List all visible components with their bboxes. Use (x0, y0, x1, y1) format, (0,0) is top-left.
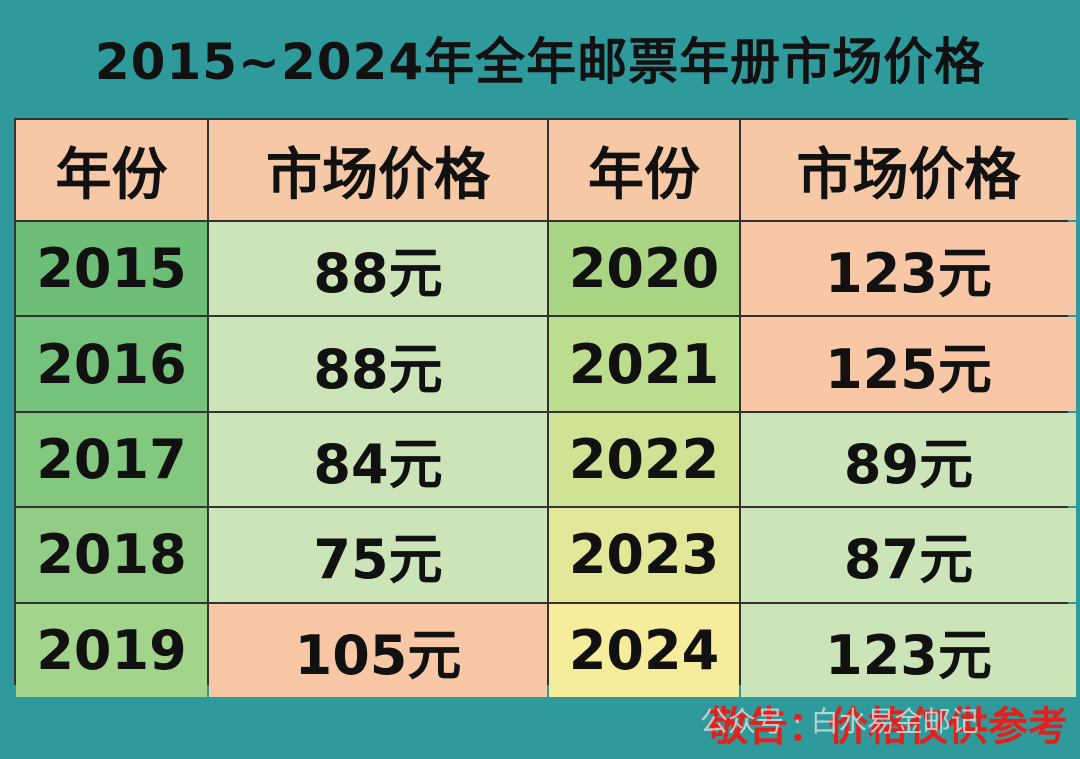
year-cell: 2016 (16, 317, 207, 411)
year-cell: 2017 (16, 412, 207, 507)
price-cell: 105元 (209, 603, 547, 697)
year-cell: 2023 (549, 508, 739, 602)
header-cell: 年份 (16, 120, 207, 220)
price-cell: 87元 (741, 508, 1076, 602)
title: 2015~2024年全年邮票年册市场价格 (94, 33, 986, 91)
price-cell: 89元 (741, 412, 1076, 507)
year-cell: 2024 (549, 603, 739, 697)
year-cell: 2020 (549, 222, 739, 316)
price-cell: 88元 (209, 317, 547, 411)
price-table: 年份 市场价格 年份 市场价格 2015 88元 2020 123元 2016 … (14, 118, 1076, 697)
price-cell: 88元 (209, 222, 547, 316)
header-cell: 年份 (549, 120, 739, 220)
year-cell: 2019 (16, 603, 207, 697)
price-cell: 125元 (741, 317, 1076, 411)
price-cell: 75元 (209, 508, 547, 602)
year-cell: 2018 (16, 508, 207, 602)
header-cell: 市场价格 (741, 120, 1076, 220)
year-cell: 2015 (16, 222, 207, 316)
header-cell: 市场价格 (209, 120, 547, 220)
year-cell: 2021 (549, 317, 739, 411)
price-cell: 123元 (741, 603, 1076, 697)
year-cell: 2022 (549, 412, 739, 507)
watermark: 公众号 · 白水易金邮记 (700, 705, 979, 738)
notice: 敬告：价格仅供参考 (708, 704, 1068, 750)
price-cell: 123元 (741, 222, 1076, 316)
price-cell: 84元 (209, 412, 547, 507)
